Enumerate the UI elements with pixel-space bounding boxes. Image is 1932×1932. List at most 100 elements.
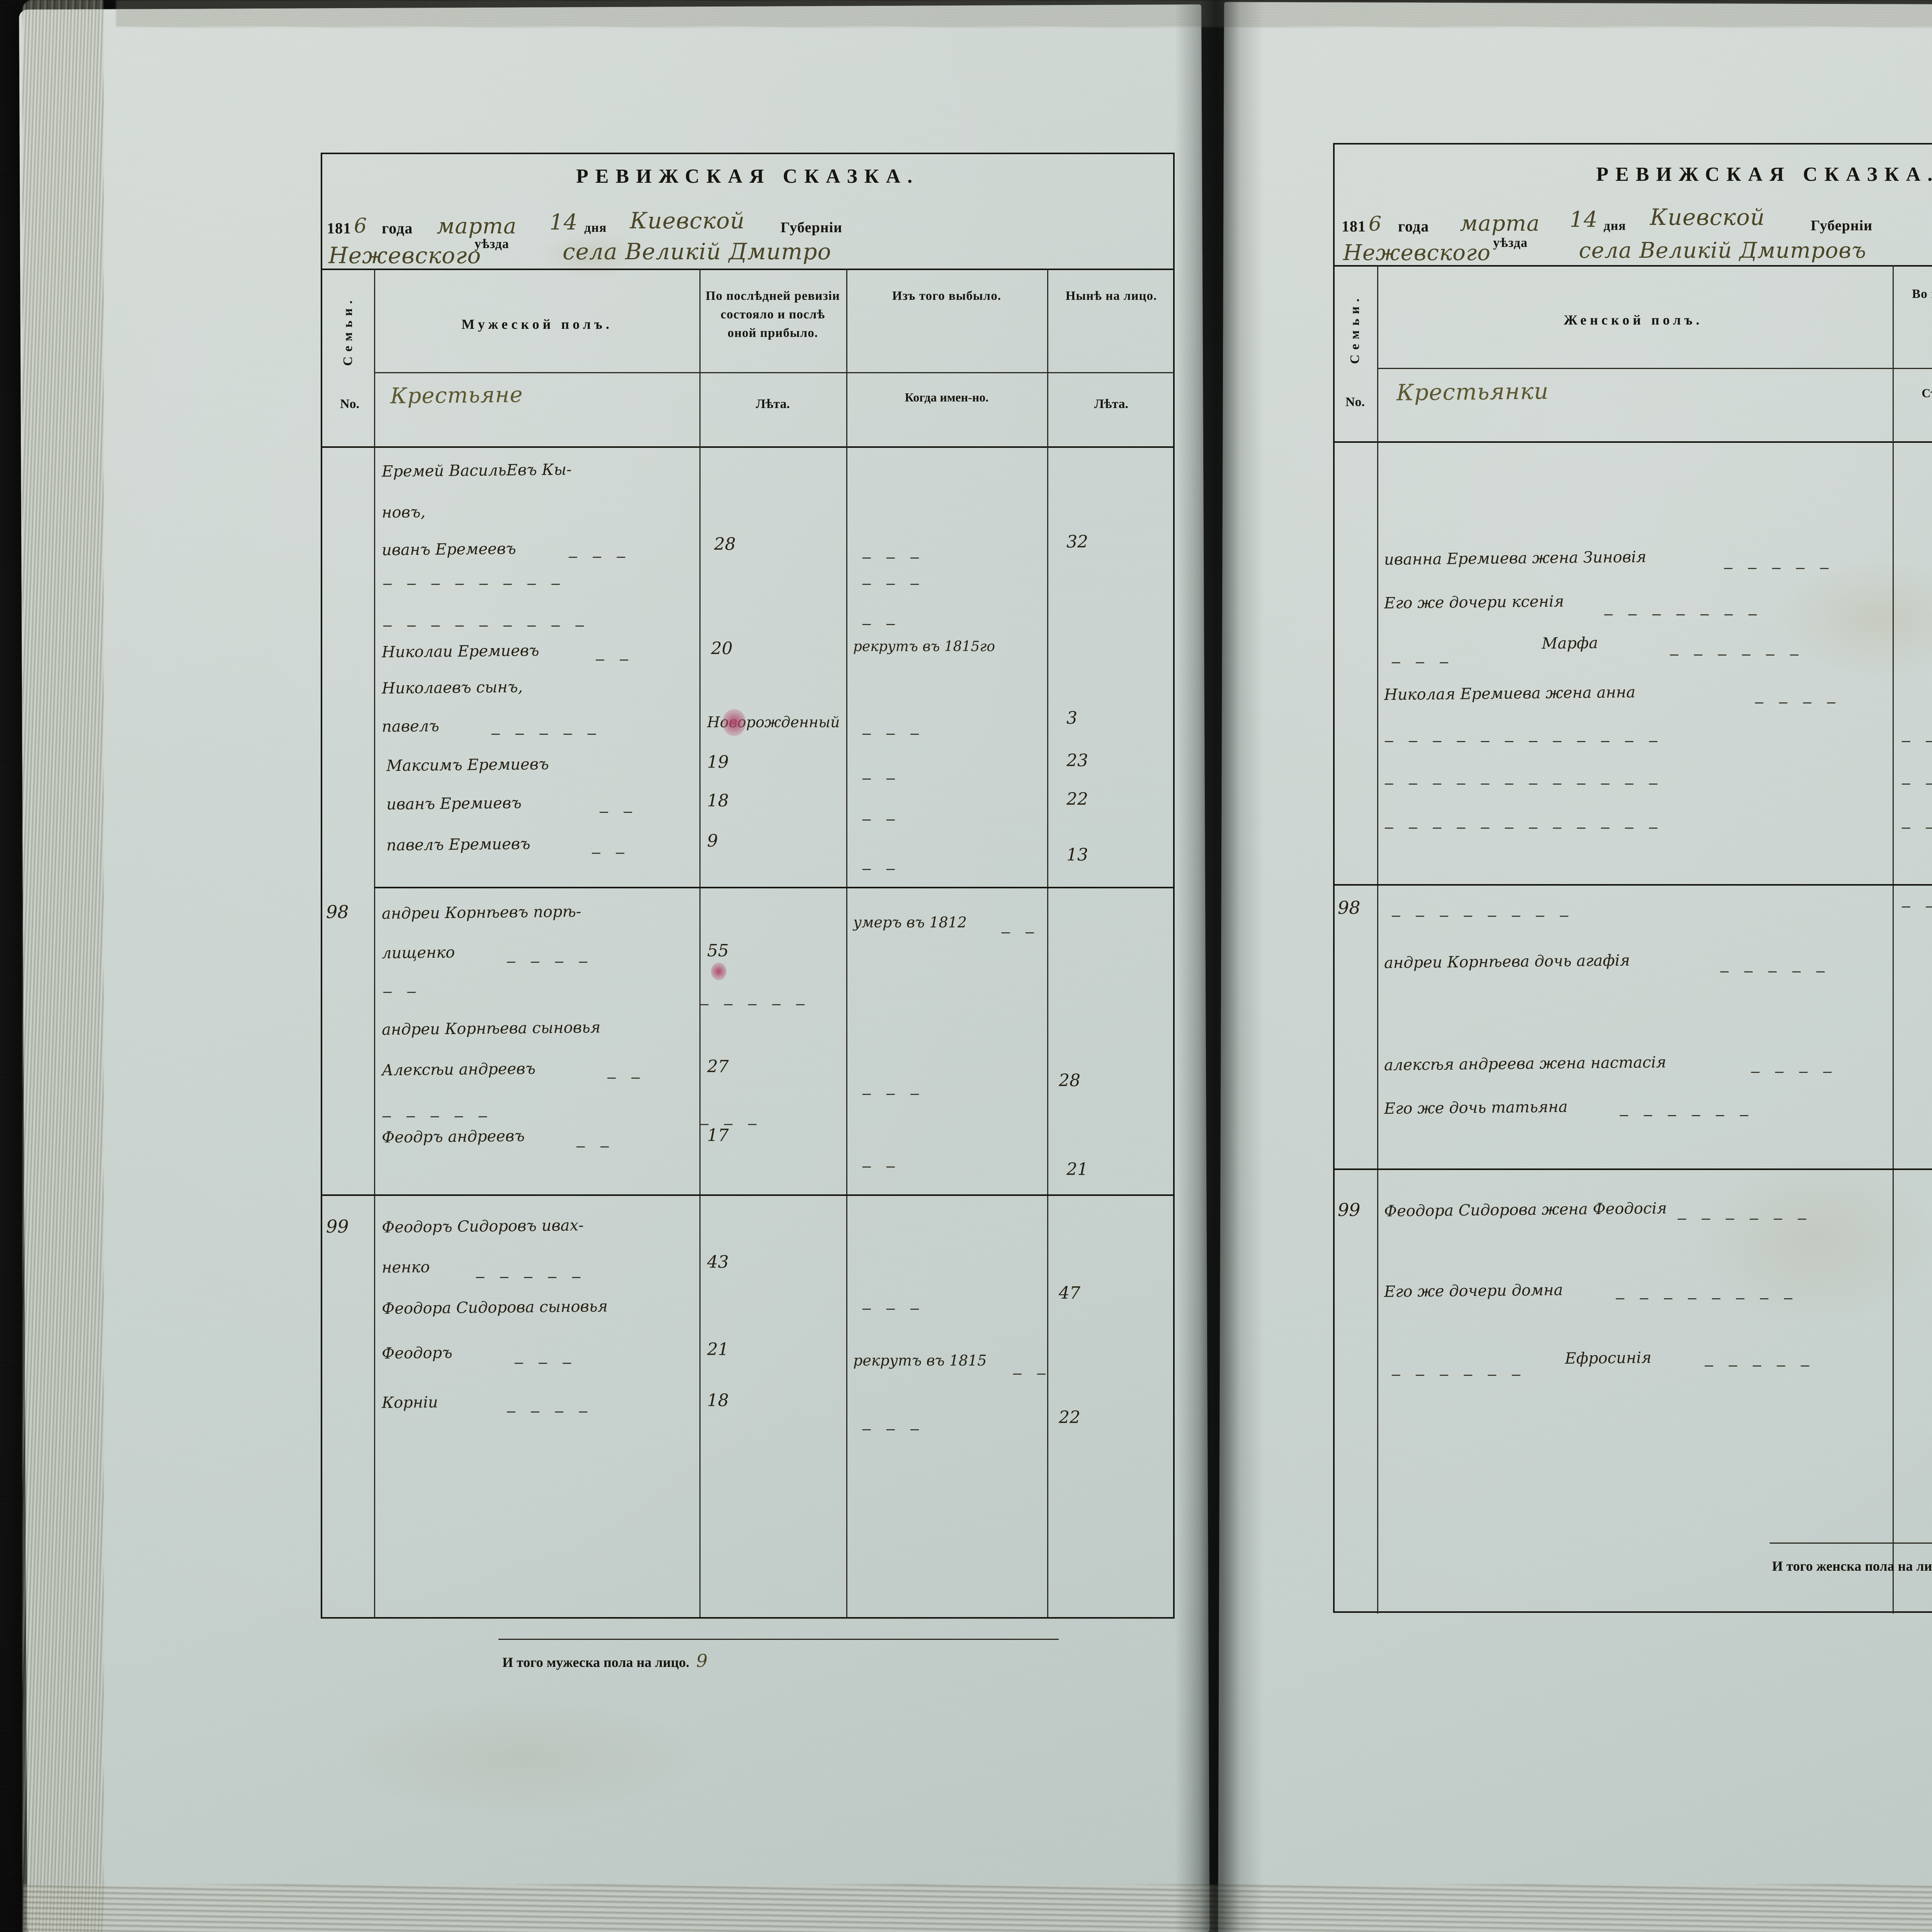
row-leader-dashes: ‒ ‒ ‒ ‒ ‒ ‒ ‒ ‒ xyxy=(383,575,565,592)
entry-prev-years: 18 xyxy=(707,1391,729,1410)
entry-name: Максимъ Еремиевъ xyxy=(386,755,549,775)
row-leader-dashes: ‒ ‒ xyxy=(862,860,900,878)
right-page-form: РЕВИЖСКАЯ СКАЗКА. 181 6 года марта 14 дн… xyxy=(1333,143,1932,1623)
subhead-crestyane-hand: Крестьяне xyxy=(390,382,523,409)
entry-present-years: 13 xyxy=(1066,845,1088,865)
row-leader-dashes: ‒ ‒ ‒ xyxy=(699,1115,762,1133)
row-leader-dashes: ‒ ‒ ‒ xyxy=(1901,774,1932,792)
row-leader-dashes: ‒ ‒ ‒ xyxy=(1391,653,1454,671)
subhead-absent-since: Съ котораго времяни. xyxy=(1922,386,1932,400)
col-divider-family xyxy=(374,269,375,1617)
entry-present-years: 21 xyxy=(1066,1160,1088,1179)
row-leader-dashes: ‒ ‒ ‒ ‒ ‒ ‒ ‒ ‒ ‒ ‒ ‒ ‒ xyxy=(1384,818,1663,836)
col-divider-prev xyxy=(699,269,701,1617)
header-band-top xyxy=(1333,265,1932,267)
row-leader-dashes: ‒ ‒ ‒ xyxy=(862,724,924,742)
row-leader-dashes: ‒ ‒ xyxy=(862,769,900,787)
female-total-text: И того женска пола на лицо. xyxy=(1772,1558,1932,1574)
row-leader-dashes: ‒ ‒ ‒ ‒ ‒ ‒ xyxy=(1677,1209,1812,1227)
entry-name: Еремей ВасильЕвъ Кы- xyxy=(381,461,572,481)
col-divider-absent xyxy=(1893,265,1894,1614)
row-leader-dashes: ‒ ‒ xyxy=(576,1137,614,1155)
entry-present-years: 3 xyxy=(1066,708,1077,728)
col-divider-family xyxy=(1377,265,1378,1614)
family-number: 99 xyxy=(1338,1199,1361,1220)
entry-name: павелъ xyxy=(381,717,439,736)
col-divider-present xyxy=(1047,269,1048,1617)
form-border-top xyxy=(1333,143,1932,145)
row-leader-dashes: ‒ ‒ ‒ xyxy=(862,1085,924,1102)
row-leader-dashes: ‒ ‒ ‒ ‒ ‒ ‒ ‒ ‒ xyxy=(1615,1289,1798,1307)
entry-name: андреи Корнѣева сыновья xyxy=(381,1019,601,1039)
subhead-family-no: No. xyxy=(340,397,360,411)
ink-blot xyxy=(711,963,726,980)
row-leader-dashes: ‒ ‒ xyxy=(1012,1364,1051,1382)
form-border-bottom xyxy=(1333,1611,1932,1613)
left-page-form: РЕВИЖСКАЯ СКАЗКА. 181 6 года марта 14 дн… xyxy=(321,153,1175,1671)
entry-prev-years: 19 xyxy=(707,752,729,772)
family-number: 98 xyxy=(326,901,349,922)
entry-name: Феодора Сидорова сыновья xyxy=(381,1297,608,1318)
row-leader-dashes: ‒ ‒ ‒ ‒ xyxy=(506,1402,593,1420)
col-head-prev-revision: По послѣдней ревизiи состояло и послѣ он… xyxy=(706,289,840,340)
subhead-departed-when: Когда имен-но. xyxy=(905,390,989,404)
month-hand: марта xyxy=(437,214,517,239)
entry-name: Марфа xyxy=(1541,634,1598,653)
header-band-bottom xyxy=(1333,441,1932,443)
dnya-label: дня xyxy=(584,221,607,235)
entry-name: иванна Еремиева жена Зиновiя xyxy=(1384,548,1647,569)
row-leader-dashes: ‒ ‒ ‒ ‒ ‒ xyxy=(1723,559,1834,577)
subhead-family-no: No. xyxy=(1345,395,1365,409)
row-leader-dashes: ‒ ‒ ‒ ‒ ‒ xyxy=(1719,962,1830,980)
row-leader-dashes: ‒ ‒ ‒ xyxy=(568,548,631,565)
entry-name: алексѣя андреева жена настасiя xyxy=(1384,1053,1667,1074)
row-leader-dashes: ‒ ‒ ‒ ‒ xyxy=(1750,1063,1837,1080)
entry-departed-note: рекрутъ въ 1815 xyxy=(853,1352,987,1369)
family-separator xyxy=(321,1194,1175,1196)
subhead-prev-years: Лѣта. xyxy=(755,397,790,411)
entry-name: Николаи Еремиевъ xyxy=(381,641,539,662)
year-hand: 6 xyxy=(354,214,367,238)
row-leader-dashes: ‒ ‒ ‒ ‒ ‒ xyxy=(382,1107,493,1125)
entry-prev-years: 28 xyxy=(714,534,736,554)
row-leader-dashes: ‒ ‒ ‒ xyxy=(862,548,924,566)
row-leader-dashes: ‒ ‒ xyxy=(862,810,900,828)
row-leader-dashes: ‒ ‒ xyxy=(383,983,421,1000)
entry-name: новъ, xyxy=(381,503,426,522)
row-leader-dashes: ‒ ‒ ‒ ‒ ‒ xyxy=(491,724,602,742)
uezda-label: уѣзда xyxy=(474,237,509,251)
family-separator xyxy=(1333,884,1932,886)
header-band-top xyxy=(321,269,1175,270)
entry-departed-note: рекрутъ въ 1815го xyxy=(853,639,995,655)
entry-prev-years: 20 xyxy=(711,639,733,658)
row-leader-dashes: ‒ ‒ ‒ ‒ ‒ xyxy=(475,1268,586,1286)
entry-name: ненко xyxy=(381,1258,430,1277)
col-head-absent: Во временной отлучкѣ. xyxy=(1912,287,1932,301)
row-leader-dashes: ‒ ‒ ‒ ‒ ‒ ‒ ‒ ‒ ‒ ‒ ‒ ‒ xyxy=(1384,774,1663,792)
row-leader-dashes: ‒ ‒ ‒ ‒ ‒ ‒ ‒ xyxy=(1604,605,1762,623)
family-separator xyxy=(374,887,1175,888)
row-leader-dashes: ‒ ‒ xyxy=(862,1157,900,1175)
dnya-label: дня xyxy=(1604,219,1626,233)
province-hand: Киевской xyxy=(1650,204,1765,230)
month-hand: марта xyxy=(1460,211,1540,236)
uezd-hand: Нежевского xyxy=(1343,240,1491,265)
entry-name: Алексѣи андреевъ xyxy=(381,1060,536,1080)
row-leader-dashes: ‒ ‒ ‒ ‒ ‒ ‒ xyxy=(1619,1106,1754,1124)
entry-prev-years: 18 xyxy=(707,791,729,811)
family-number: 98 xyxy=(1338,897,1361,918)
row-leader-dashes: ‒ ‒ xyxy=(591,844,630,861)
province-hand: Киевской xyxy=(630,207,745,234)
entry-name: Николаевъ сынъ, xyxy=(381,678,523,697)
header-band-mid xyxy=(375,372,1175,373)
row-leader-dashes: ‒ ‒ ‒ xyxy=(862,575,924,592)
subhead-present-years: Лѣта. xyxy=(1094,397,1129,411)
row-leader-dashes: ‒ ‒ ‒ ‒ xyxy=(1754,693,1841,711)
entry-present-years: 32 xyxy=(1066,532,1088,552)
form-border-left xyxy=(1333,143,1335,1611)
footer-rule xyxy=(1770,1543,1932,1544)
subhead-crestyanki-hand: Крестьянки xyxy=(1396,378,1549,406)
entry-name: Его же дочери ксенiя xyxy=(1384,592,1564,612)
uezd-hand: Нежевского xyxy=(328,242,481,269)
